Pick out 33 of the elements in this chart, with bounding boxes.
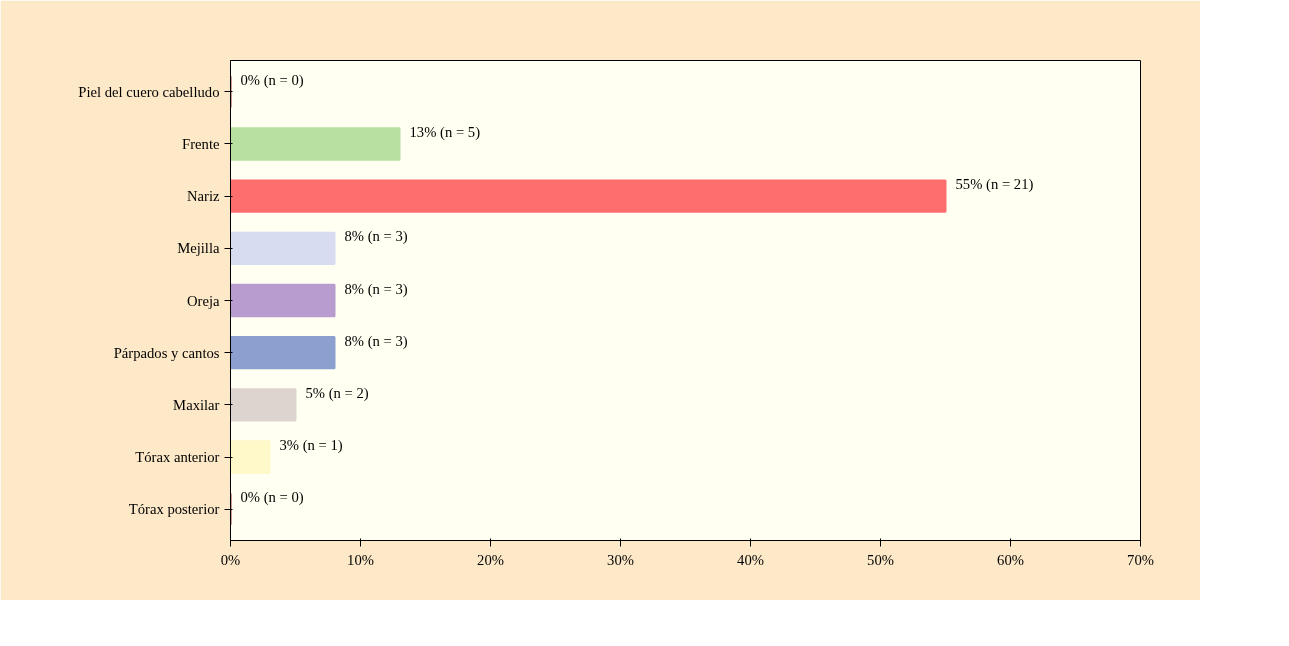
x-tick-label: 10%: [347, 551, 374, 568]
bar: [230, 179, 947, 213]
y-tick-label: Maxilar: [173, 396, 220, 413]
bar: [230, 336, 336, 370]
data-label: 8% (n = 3): [344, 332, 408, 350]
data-label: 3% (n = 1): [279, 437, 343, 455]
data-label: 8% (n = 3): [344, 280, 408, 298]
y-tick-label: Párpados y cantos: [113, 344, 220, 361]
data-label: 13% (n = 5): [409, 123, 481, 141]
y-tick-label: Tórax posterior: [128, 501, 220, 518]
x-tick-label: 60%: [997, 551, 1024, 568]
y-tick-label: Nariz: [186, 188, 220, 205]
data-label: 55% (n = 21): [955, 176, 1034, 194]
y-tick-label: Tórax anterior: [135, 449, 220, 466]
x-tick-label: 20%: [477, 551, 504, 568]
bar: [230, 283, 336, 318]
y-tick-label: Mejilla: [177, 240, 220, 257]
x-tick-label: 50%: [867, 551, 894, 568]
data-label: 0% (n = 0): [240, 71, 304, 89]
data-label: 0% (n = 0): [240, 489, 304, 507]
x-tick-label: 40%: [737, 551, 764, 568]
x-tick-label: 70%: [1127, 551, 1154, 568]
bar: [230, 231, 336, 265]
bar: [230, 127, 401, 161]
x-tick-label: 30%: [607, 551, 634, 568]
y-tick-label: Piel del cuero cabelludo: [78, 83, 220, 100]
bar: [230, 388, 297, 422]
data-label: 8% (n = 3): [344, 228, 408, 246]
y-tick-label: Oreja: [186, 292, 220, 309]
y-tick-label: Frente: [182, 135, 220, 152]
data-label: 5% (n = 2): [305, 384, 369, 402]
bar: [230, 440, 271, 474]
x-tick-label: 0%: [220, 551, 241, 568]
